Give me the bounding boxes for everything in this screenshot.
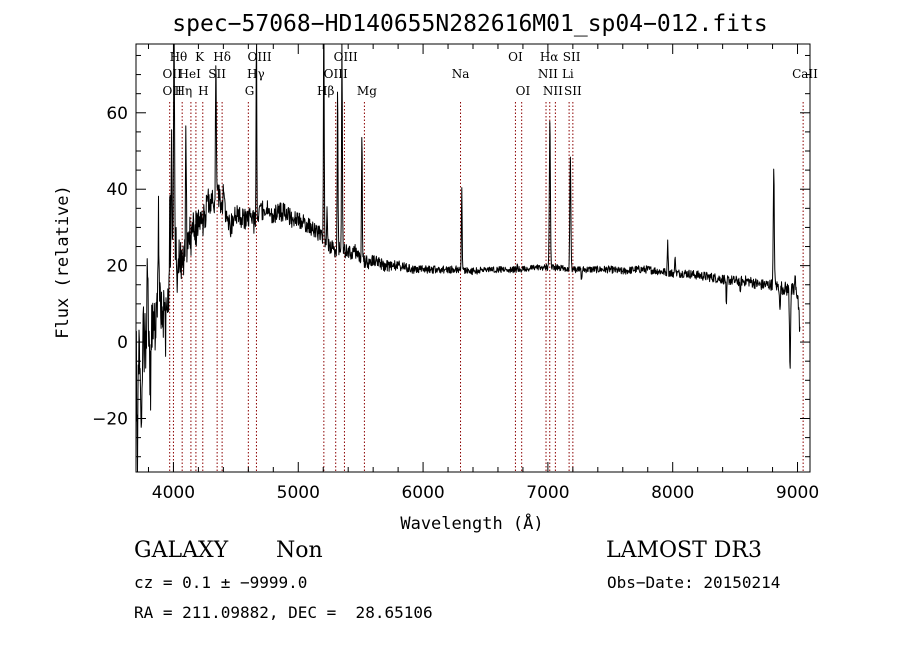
line-label: Na — [452, 67, 470, 81]
y-tick-label: 20 — [106, 257, 128, 277]
y-axis: −20 0 20 40 60 — [92, 54, 810, 458]
line-label: SII — [208, 67, 226, 81]
x-axis: 4000 5000 6000 7000 8000 9000 — [147, 44, 819, 503]
line-label: OIII — [334, 50, 358, 64]
line-label: OII — [163, 84, 183, 98]
line-label: Hα — [540, 50, 559, 64]
x-tick-label: 4000 — [152, 483, 195, 503]
line-label: CaII — [792, 67, 818, 81]
line-label: NII — [543, 84, 563, 98]
y-tick-label: 60 — [106, 104, 128, 124]
line-label: Li — [562, 67, 574, 81]
spectrum-series — [135, 43, 801, 473]
y-axis-label: Flux (relative) — [53, 185, 73, 339]
line-label: Hη — [175, 84, 193, 98]
line-label: OIII — [324, 67, 348, 81]
line-label: Mg — [357, 84, 377, 98]
x-axis-label: Wavelength (Å) — [400, 512, 543, 534]
coordinates-line: RA = 211.09882, DEC = 28.65106 — [134, 603, 433, 622]
spectrum-line — [135, 43, 801, 473]
x-tick-label: 7000 — [526, 483, 569, 503]
y-tick-label: 40 — [106, 180, 128, 200]
line-label: HeI — [179, 67, 202, 81]
y-tick-label: 0 — [117, 333, 128, 353]
x-tick-label: 8000 — [651, 483, 694, 503]
line-label: Hθ — [170, 50, 188, 64]
x-tick-label: 6000 — [401, 483, 444, 503]
line-label: NII — [538, 67, 558, 81]
line-label: OI — [508, 50, 523, 64]
obs-date-line: Obs−Date: 20150214 — [607, 573, 781, 592]
plot-frame — [135, 43, 811, 473]
line-label: H — [198, 84, 208, 98]
y-tick-label: −20 — [92, 410, 128, 430]
line-label: K — [195, 50, 205, 64]
line-label: Hβ — [317, 84, 334, 98]
line-label: OII — [163, 67, 183, 81]
redshift-line: cz = 0.1 ± −9999.0 — [134, 573, 308, 592]
x-tick-label: 5000 — [277, 483, 320, 503]
class-label: GALAXY — [134, 538, 229, 563]
line-label: SII — [564, 84, 582, 98]
line-label: OI — [516, 84, 531, 98]
x-tick-label: 9000 — [776, 483, 819, 503]
emission-line-markers — [169, 102, 804, 472]
line-label: Hδ — [213, 50, 231, 64]
survey-label: LAMOST DR3 — [606, 538, 762, 563]
line-label: OIII — [248, 50, 272, 64]
line-label: G — [245, 84, 255, 98]
subclass-label: Non — [276, 538, 323, 563]
chart-title: spec−57068−HD140655N282616M01_sp04−012.f… — [172, 11, 767, 37]
line-label: SII — [563, 50, 581, 64]
